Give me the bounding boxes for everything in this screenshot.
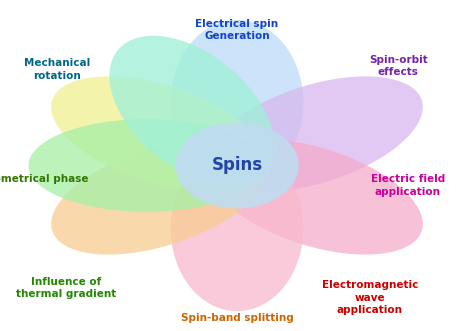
Text: Electrical spin
Generation: Electrical spin Generation bbox=[195, 19, 279, 41]
Ellipse shape bbox=[51, 139, 267, 255]
Ellipse shape bbox=[51, 76, 267, 192]
Ellipse shape bbox=[171, 146, 303, 311]
Text: Mechanical
rotation: Mechanical rotation bbox=[24, 58, 90, 81]
Text: Spins: Spins bbox=[211, 157, 263, 174]
Text: Geometrical phase: Geometrical phase bbox=[0, 174, 89, 184]
Ellipse shape bbox=[171, 20, 303, 185]
Text: Electric field
application: Electric field application bbox=[371, 174, 445, 197]
Circle shape bbox=[175, 122, 299, 209]
Ellipse shape bbox=[109, 36, 274, 186]
Ellipse shape bbox=[207, 76, 423, 192]
Ellipse shape bbox=[28, 119, 265, 212]
Text: Spin-orbit
effects: Spin-orbit effects bbox=[369, 55, 428, 77]
Text: Electromagnetic
wave
application: Electromagnetic wave application bbox=[321, 280, 418, 315]
Text: Influence of
thermal gradient: Influence of thermal gradient bbox=[16, 277, 117, 299]
Ellipse shape bbox=[207, 139, 423, 255]
Text: Spin-band splitting: Spin-band splitting bbox=[181, 313, 293, 323]
